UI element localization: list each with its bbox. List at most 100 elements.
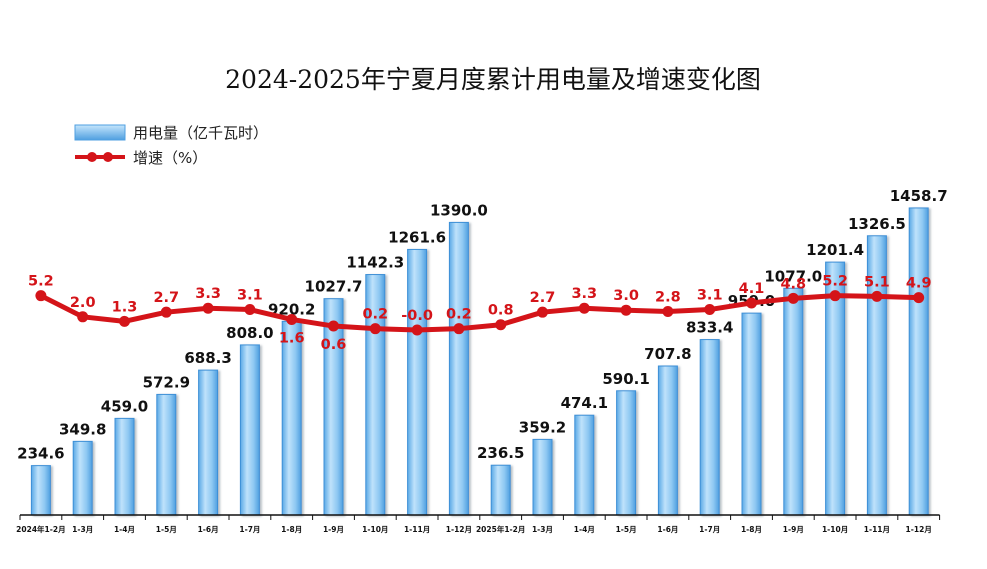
growth-marker-7	[286, 313, 298, 325]
bar-17	[699, 339, 720, 516]
growth-marker-22	[913, 292, 925, 304]
growth-value-label: 3.3	[195, 286, 221, 302]
growth-value-label: 2.7	[153, 290, 179, 306]
x-tick-label: 1-5月	[616, 525, 637, 534]
growth-marker-20	[829, 290, 841, 302]
bar-1	[30, 465, 51, 516]
growth-marker-13	[537, 306, 548, 318]
bar-value-label: 707.8	[644, 345, 691, 363]
x-axis: 2024年1-2月 1-3月 1-4月 1-5月 1-6月 1-7月 1-8月 1-9月 1-1…	[16, 514, 941, 534]
bar-value-label: 572.9	[143, 373, 190, 391]
growth-value-label: 0.8	[488, 303, 514, 319]
growth-line	[35, 290, 925, 336]
growth-value-label: 3.1	[697, 288, 723, 304]
x-tick-label: 1-3月	[532, 525, 553, 534]
bar-value-label: 474.1	[561, 394, 608, 412]
growth-value-label: 5.2	[822, 274, 848, 290]
legend-line-marker-left	[87, 152, 97, 162]
growth-value-label: -0.0	[401, 308, 433, 324]
bar-value-label: 808.0	[226, 324, 273, 342]
growth-value-label: 3.1	[237, 288, 263, 304]
bar-value-label: 234.6	[17, 445, 64, 463]
x-tick-label: 2025年1-2月	[476, 524, 525, 534]
x-tick-label: 1-8月	[741, 525, 762, 534]
bar-value-label: 688.3	[184, 349, 231, 367]
bar-value-label: 1326.5	[848, 215, 906, 233]
bar-10	[407, 248, 428, 516]
x-tick-label: 1-9月	[323, 525, 344, 534]
bar-value-label: 1142.3	[346, 254, 404, 272]
x-tick-label: 2024年1-2月	[16, 524, 65, 534]
bar-11	[448, 221, 469, 516]
legend-line-marker-right	[103, 152, 113, 162]
bar-7	[281, 320, 302, 516]
growth-marker-14	[578, 302, 590, 314]
growth-value-label: 2.8	[655, 290, 681, 306]
usage-bars	[30, 207, 929, 516]
growth-marker-1	[35, 290, 47, 302]
bar-value-label: 1390.0	[430, 201, 488, 219]
bar-13	[532, 438, 553, 516]
growth-value-label: 5.1	[864, 274, 890, 290]
x-tick-label: 1-7月	[699, 525, 720, 534]
x-tick-label: 1-4月	[574, 525, 595, 534]
growth-value-label: 3.0	[613, 288, 639, 304]
x-tick-label: 1-6月	[198, 525, 219, 534]
bar-19	[783, 287, 804, 516]
growth-marker-6	[244, 304, 256, 316]
growth-marker-3	[119, 315, 130, 327]
x-tick-label: 1-10月	[822, 525, 848, 534]
x-tick-label: 1-7月	[239, 525, 260, 534]
bar-value-label: 1261.6	[388, 228, 446, 246]
bar-2	[72, 440, 93, 516]
bar-value-label: 590.1	[602, 370, 649, 388]
growth-marker-4	[160, 306, 172, 318]
bar-12	[490, 464, 511, 516]
growth-marker-18	[746, 297, 757, 309]
growth-marker-19	[787, 292, 799, 304]
growth-marker-10	[411, 324, 423, 336]
growth-marker-9	[369, 323, 381, 335]
bar-22	[908, 207, 929, 516]
bar-value-label: 1458.7	[890, 187, 948, 205]
x-tick-label: 1-10月	[362, 525, 388, 534]
legend: 用电量（亿千瓦时） 增速（%）	[74, 124, 268, 167]
x-tick-label: 1-6月	[657, 525, 678, 534]
bar-15	[616, 390, 637, 516]
growth-value-label: 2.7	[530, 290, 556, 306]
growth-value-label: 0.2	[362, 307, 388, 323]
bar-16	[657, 365, 678, 516]
growth-labels: 5.2 2.0 1.3 2.7 3.3 3.1 1.6 0.6 0.2 -0.0 0.2 0.8 2.7…	[28, 274, 931, 353]
x-tick-label: 1-12月	[906, 525, 932, 534]
bar-value-label: 459.0	[101, 397, 148, 415]
bar-value-label: 833.4	[686, 319, 733, 337]
bar-18	[741, 312, 762, 516]
bar-value-label: 349.8	[59, 420, 106, 438]
bar-value-label: 236.5	[477, 444, 524, 462]
legend-bar-swatch	[74, 124, 126, 141]
growth-marker-17	[704, 304, 716, 316]
growth-marker-21	[871, 290, 883, 302]
usage-bar-labels: 234.6 349.8 459.0 572.9 688.3 808.0 920.2 1027.…	[17, 187, 947, 463]
growth-value-label: 4.8	[780, 276, 806, 292]
growth-value-label: 0.6	[321, 337, 347, 353]
x-tick-label: 1-5月	[156, 525, 177, 534]
x-tick-label: 1-4月	[114, 525, 135, 534]
x-tick-label: 1-11月	[864, 525, 890, 534]
growth-value-label: 0.2	[446, 307, 472, 323]
x-tick-label: 1-11月	[404, 525, 430, 534]
x-tick-label: 1-8月	[281, 525, 302, 534]
growth-value-label: 3.3	[571, 286, 597, 302]
x-tick-label: 1-12月	[446, 525, 472, 534]
growth-value-label: 4.1	[739, 281, 765, 297]
x-tick-label: 1-9月	[783, 525, 804, 534]
growth-marker-12	[495, 319, 507, 331]
growth-marker-15	[620, 304, 632, 316]
growth-marker-2	[77, 311, 89, 323]
bar-value-label: 1201.4	[806, 241, 864, 259]
legend-usage-label: 用电量（亿千瓦时）	[133, 124, 268, 142]
bar-value-label: 920.2	[268, 300, 315, 318]
x-tick-label: 1-3月	[72, 525, 93, 534]
growth-value-label: 4.9	[906, 276, 932, 292]
